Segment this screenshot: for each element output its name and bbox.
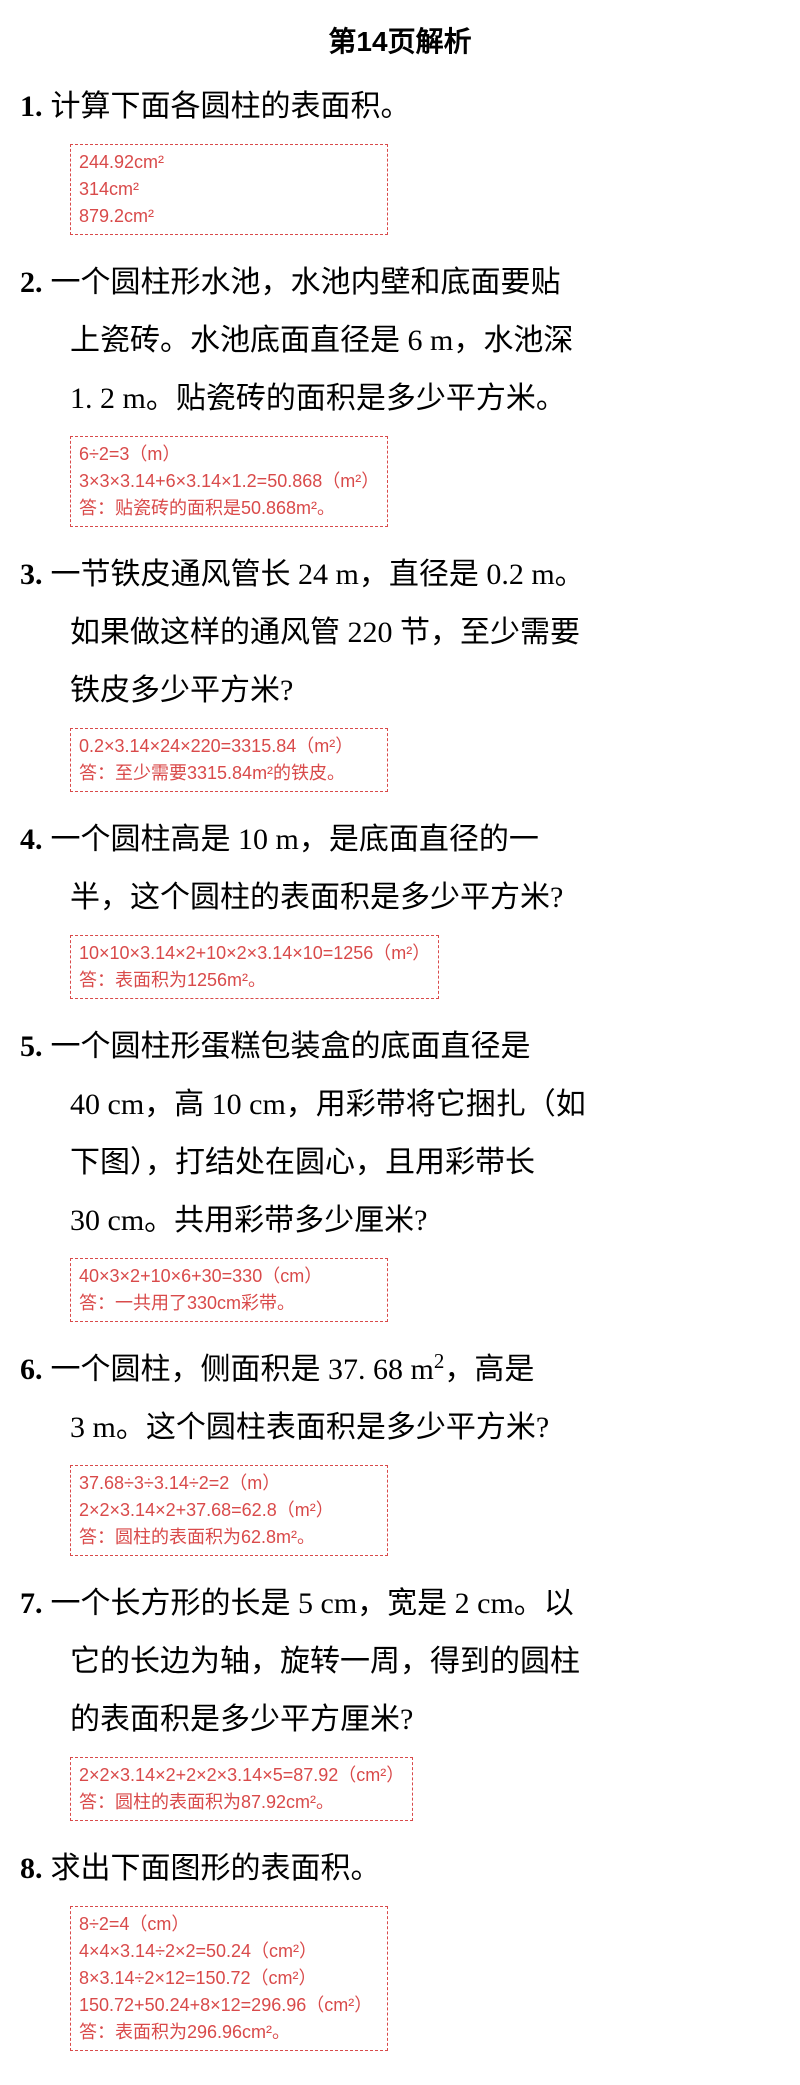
question-text: 计算下面各圆柱的表面积。 [51,90,411,123]
problem-3: 3.一节铁皮通风管长 24 m，直径是 0.2 m。如果做这样的通风管 220 … [20,548,780,798]
answer-line: 8×3.14÷2×12=150.72（cm²） [79,1965,379,1992]
answer-box: 37.68÷3÷3.14÷2=2（m）2×2×3.14×2+37.68=62.8… [70,1465,388,1556]
question-line: 下图），打结处在圆心，且用彩带长 [70,1136,780,1190]
question-line: 它的长边为轴，旋转一周，得到的圆柱 [70,1635,780,1689]
answer-line: 879.2cm² [79,203,379,230]
answer-box: 40×3×2+10×6+30=330（cm）答：一共用了330cm彩带。 [70,1258,388,1322]
problem-6: 6.一个圆柱，侧面积是 37. 68 m2，高是 3 m。这个圆柱表面积是多少平方… [20,1343,780,1562]
question-text: 的表面积是多少平方厘米? [70,1703,413,1736]
question-line: 40 cm，高 10 cm，用彩带将它捆扎（如 [70,1078,780,1132]
answer-line: 3×3×3.14+6×3.14×1.2=50.868（m²） [79,468,379,495]
answer-box: 2×2×3.14×2+2×2×3.14×5=87.92（cm²）答：圆柱的表面积… [70,1757,413,1821]
answer-box: 6÷2=3（m）3×3×3.14+6×3.14×1.2=50.868（m²）答：… [70,436,388,527]
question-text: 下图），打结处在圆心，且用彩带长 [70,1146,535,1179]
question-number: 5. [20,1030,43,1063]
answer-box: 8÷2=4（cm）4×4×3.14÷2×2=50.24（cm²）8×3.14÷2… [70,1906,388,2051]
question-line: 30 cm。共用彩带多少厘米? [70,1194,780,1248]
question-line: 上瓷砖。水池底面直径是 6 m，水池深 [70,314,780,368]
question-line: 如果做这样的通风管 220 节，至少需要 [70,606,780,660]
question-text: 3 m。这个圆柱表面积是多少平方米? [70,1411,549,1444]
answer-line: 答：一共用了330cm彩带。 [79,1290,379,1317]
question-text: 它的长边为轴，旋转一周，得到的圆柱 [70,1645,580,1678]
problem-7: 7.一个长方形的长是 5 cm，宽是 2 cm。以它的长边为轴，旋转一周，得到的… [20,1577,780,1827]
question-line: 3 m。这个圆柱表面积是多少平方米? [70,1401,780,1455]
answer-line: 6÷2=3（m） [79,441,379,468]
answer-line: 8÷2=4（cm） [79,1911,379,1938]
question-line: 4.一个圆柱高是 10 m，是底面直径的一 [20,813,780,867]
answer-line: 244.92cm² [79,149,379,176]
question-text: 一个长方形的长是 5 cm，宽是 2 cm。以 [51,1587,574,1620]
question-text: 一个圆柱形蛋糕包装盒的底面直径是 [51,1030,531,1063]
problem-1: 1.计算下面各圆柱的表面积。 244.92cm²314cm²879.2cm² [20,80,780,241]
question-line: 1.计算下面各圆柱的表面积。 [20,80,780,134]
question-number: 7. [20,1587,43,1620]
answer-line: 2×2×3.14×2+2×2×3.14×5=87.92（cm²） [79,1762,404,1789]
answer-box: 244.92cm²314cm²879.2cm² [70,144,388,235]
question-text: 半，这个圆柱的表面积是多少平方米? [70,881,563,914]
question-text: 30 cm。共用彩带多少厘米? [70,1204,427,1237]
answer-line: 2×2×3.14×2+37.68=62.8（m²） [79,1497,379,1524]
question-text: 一个圆柱，侧面积是 37. 68 m2，高是 [51,1353,535,1386]
problem-4: 4.一个圆柱高是 10 m，是底面直径的一半，这个圆柱的表面积是多少平方米? 10… [20,813,780,1005]
question-text: 一个圆柱形水池，水池内壁和底面要贴 [51,266,561,299]
answer-line: 37.68÷3÷3.14÷2=2（m） [79,1470,379,1497]
question-text: 求出下面图形的表面积。 [51,1852,381,1885]
answer-line: 4×4×3.14÷2×2=50.24（cm²） [79,1938,379,1965]
question-line: 2.一个圆柱形水池，水池内壁和底面要贴 [20,256,780,310]
question-number: 6. [20,1353,43,1386]
question-text: 一个圆柱高是 10 m，是底面直径的一 [51,823,539,856]
question-line: 铁皮多少平方米? [70,664,780,718]
question-number: 4. [20,823,43,856]
answer-line: 答：表面积为1256m²。 [79,967,430,994]
question-number: 1. [20,90,43,123]
question-line: 1. 2 m。贴瓷砖的面积是多少平方米。 [70,372,780,426]
question-number: 3. [20,558,43,591]
question-text: 1. 2 m。贴瓷砖的面积是多少平方米。 [70,382,566,415]
question-number: 8. [20,1852,43,1885]
question-text: 一节铁皮通风管长 24 m，直径是 0.2 m。 [51,558,585,591]
question-line: 6.一个圆柱，侧面积是 37. 68 m2，高是 [20,1343,780,1397]
question-text: 如果做这样的通风管 220 节，至少需要 [70,616,580,649]
answer-box: 10×10×3.14×2+10×2×3.14×10=1256（m²）答：表面积为… [70,935,439,999]
answer-line: 答：圆柱的表面积为87.92cm²。 [79,1789,404,1816]
question-text: 上瓷砖。水池底面直径是 6 m，水池深 [70,324,573,357]
question-line: 3.一节铁皮通风管长 24 m，直径是 0.2 m。 [20,548,780,602]
question-text: 铁皮多少平方米? [70,674,293,707]
answer-line: 314cm² [79,176,379,203]
question-line: 半，这个圆柱的表面积是多少平方米? [70,871,780,925]
problem-8: 8.求出下面图形的表面积。 8÷2=4（cm）4×4×3.14÷2×2=50.24… [20,1842,780,2057]
answer-line: 答：表面积为296.96cm²。 [79,2019,379,2046]
page-title: 第14页解析 [20,20,780,60]
answer-line: 10×10×3.14×2+10×2×3.14×10=1256（m²） [79,940,430,967]
question-line: 7.一个长方形的长是 5 cm，宽是 2 cm。以 [20,1577,780,1631]
question-line: 8.求出下面图形的表面积。 [20,1842,780,1896]
question-text: 40 cm，高 10 cm，用彩带将它捆扎（如 [70,1088,586,1121]
problem-5: 5.一个圆柱形蛋糕包装盒的底面直径是 40 cm，高 10 cm，用彩带将它捆扎（… [20,1020,780,1328]
answer-line: 答：圆柱的表面积为62.8m²。 [79,1524,379,1551]
problem-2: 2.一个圆柱形水池，水池内壁和底面要贴上瓷砖。水池底面直径是 6 m，水池深 1.… [20,256,780,533]
question-line: 5.一个圆柱形蛋糕包装盒的底面直径是 [20,1020,780,1074]
answer-line: 40×3×2+10×6+30=330（cm） [79,1263,379,1290]
answer-line: 答：至少需要3315.84m²的铁皮。 [79,760,379,787]
answer-line: 答：贴瓷砖的面积是50.868m²。 [79,495,379,522]
answer-line: 150.72+50.24+8×12=296.96（cm²） [79,1992,379,2019]
answer-line: 0.2×3.14×24×220=3315.84（m²） [79,733,379,760]
question-line: 的表面积是多少平方厘米? [70,1693,780,1747]
question-number: 2. [20,266,43,299]
answer-box: 0.2×3.14×24×220=3315.84（m²）答：至少需要3315.84… [70,728,388,792]
